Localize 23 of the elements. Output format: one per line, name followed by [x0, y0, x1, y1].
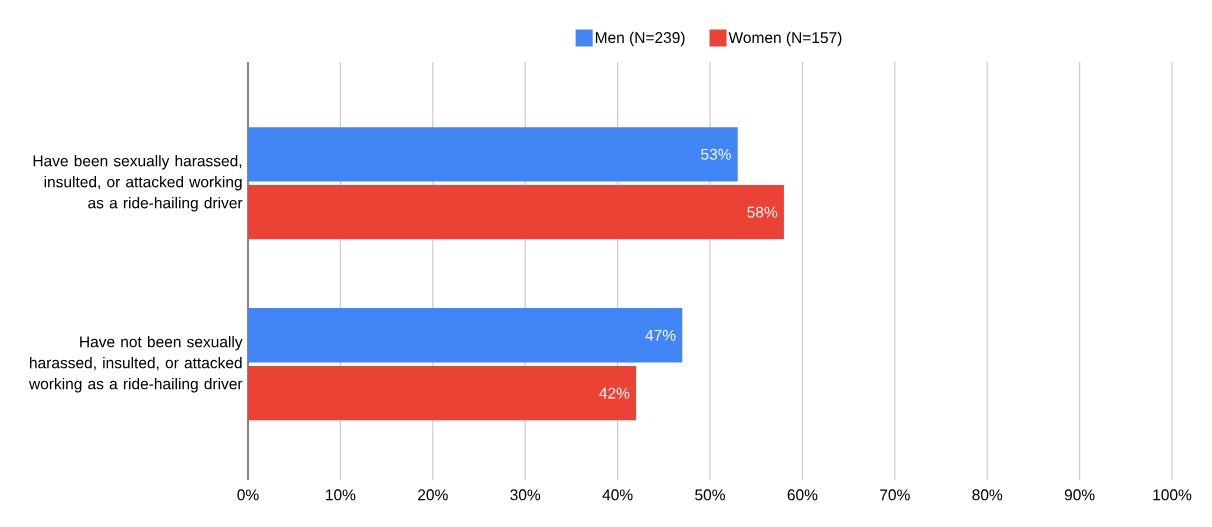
- legend-label: Men (N=239): [595, 31, 685, 47]
- bar: [248, 185, 784, 240]
- x-tick-label: 50%: [695, 489, 725, 501]
- x-tick-label: 10%: [326, 489, 356, 501]
- data-label: 58%: [747, 206, 778, 218]
- x-tick-label: 100%: [1153, 489, 1192, 501]
- x-tick-label: 80%: [972, 489, 1003, 501]
- x-tick-label: 30%: [510, 489, 541, 501]
- data-label: 53%: [701, 148, 731, 160]
- x-tick-label: 60%: [787, 489, 818, 501]
- legend-label: Women (N=157): [728, 31, 842, 47]
- data-label: 47%: [645, 329, 676, 341]
- y-tick-label: Have not been sexually harassed, insulted, or attacked working as a ride-hailing driver: [28, 335, 243, 393]
- bar: [248, 127, 738, 182]
- x-tick-label: 20%: [418, 489, 448, 501]
- bar: [248, 308, 683, 363]
- x-tick-label: 0%: [237, 489, 259, 501]
- bar: [248, 366, 637, 421]
- x-tick-label: 90%: [1064, 489, 1095, 501]
- y-tick-label: Have been sexually harassed, insulted, or attacked working as a ride-hailing driver: [33, 155, 243, 212]
- data-label: 42%: [599, 387, 630, 399]
- x-tick-label: 70%: [880, 489, 910, 501]
- x-tick-label: 40%: [602, 489, 633, 501]
